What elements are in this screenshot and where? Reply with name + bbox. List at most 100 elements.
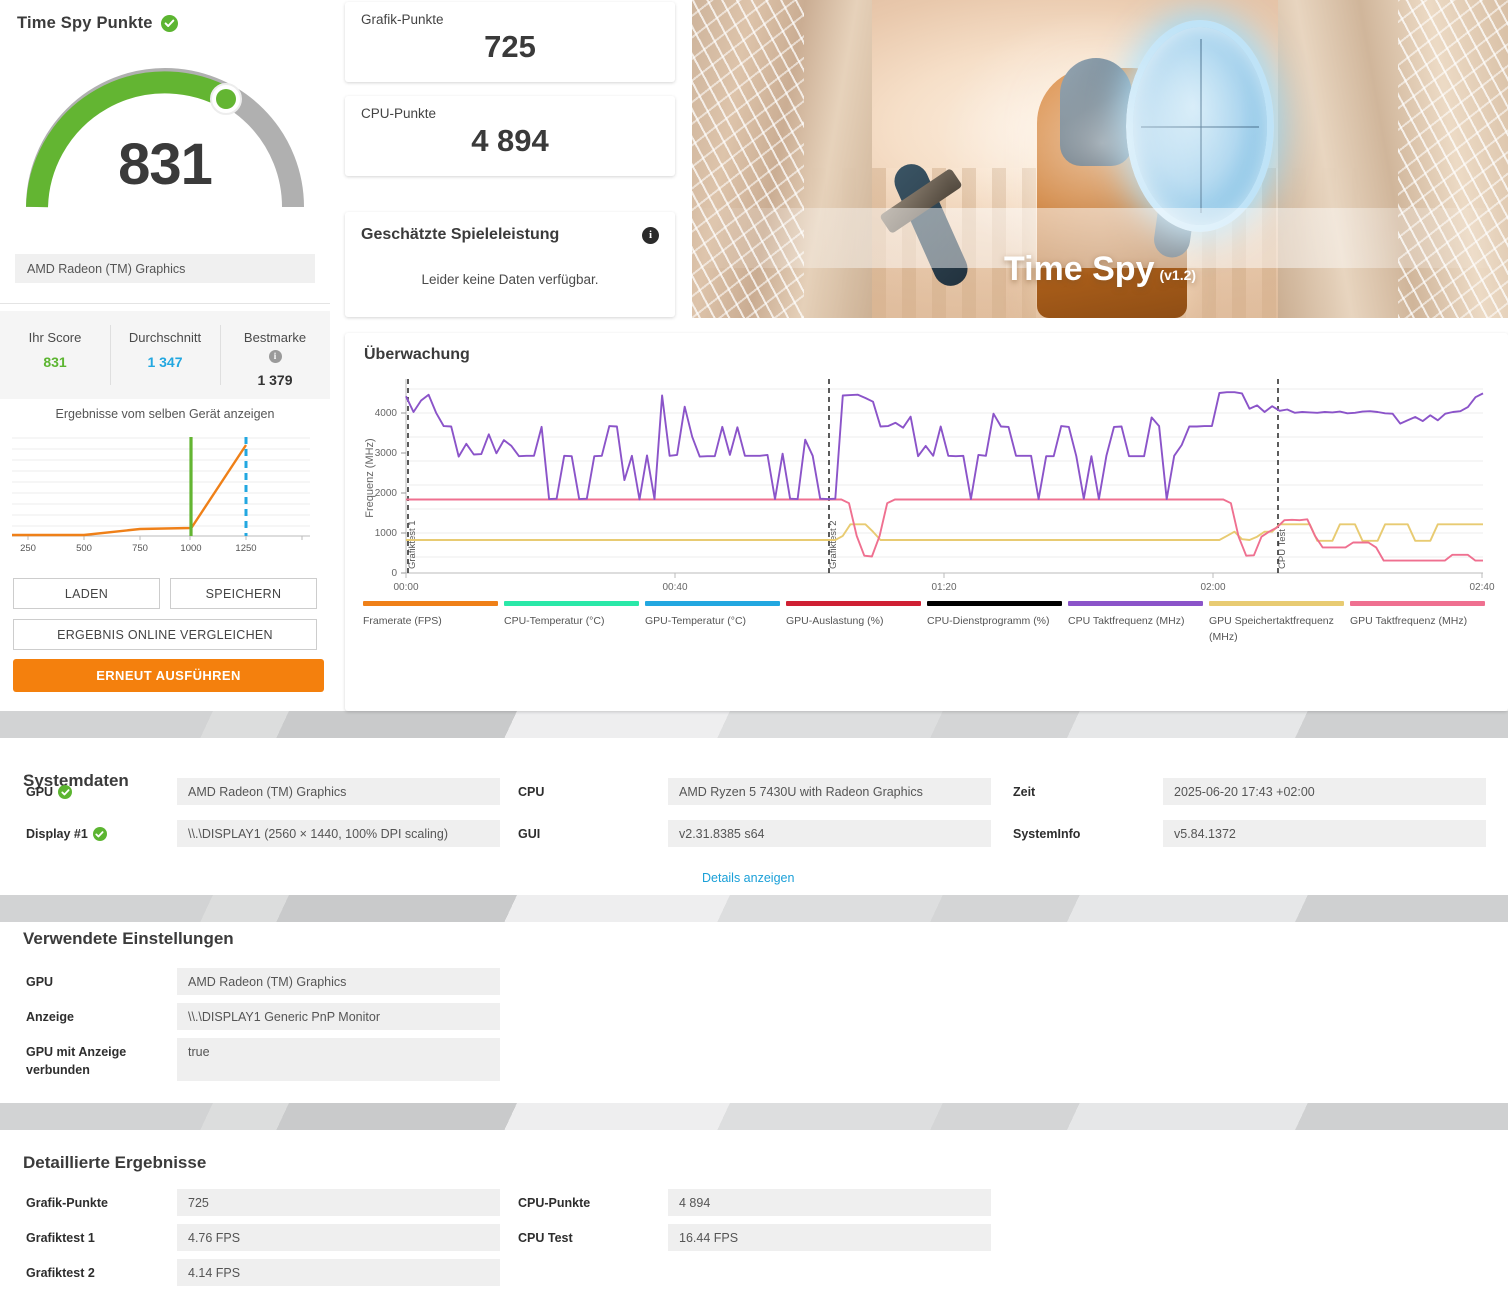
svg-text:01:20: 01:20 (931, 582, 956, 593)
distribution-chart: 250 500 750 1000 1250 (12, 437, 310, 554)
stat-average: Durchschnitt 1 347 (110, 311, 220, 399)
series-gpu-speichertaktfrequenz-mhz (406, 523, 1483, 542)
load-save-row: LADEN SPEICHERN (13, 578, 317, 609)
systemdaten-row-gpu-key: GPU (26, 785, 73, 799)
score-gauge: 831 (15, 47, 315, 217)
stat-value: 831 (43, 354, 67, 371)
ergebnisse-value-grafiktest-2: 4.14 FPS (177, 1259, 500, 1286)
svg-text:CPU Test: CPU Test (1277, 529, 1288, 569)
page-title: Time Spy Punkte (17, 14, 153, 32)
legend-swatch (786, 601, 921, 606)
score-comparison-row: Ihr Score 831 Durchschnitt 1 347 Bestmar… (0, 311, 330, 399)
score-value: 831 (118, 132, 213, 197)
systemdaten-row-systeminfo-key: SystemInfo (1013, 827, 1081, 841)
legend-item: CPU-Temperatur (°C) (504, 601, 645, 646)
legend-label: CPU-Temperatur (°C) (504, 615, 605, 627)
benchmark-hero-image: Time Spy (v1.2) (692, 0, 1508, 318)
section-title: Verwendete Einstellungen (23, 929, 234, 948)
legend-swatch (363, 601, 498, 606)
systemdaten-value-gpu: AMD Radeon (TM) Graphics (177, 778, 500, 805)
monitoring-chart: 4000 3000 2000 1000 0 Frequenz (MHz) 00:… (364, 379, 1495, 593)
svg-text:00:00: 00:00 (393, 582, 418, 593)
legend-label: GPU Speichertaktfrequenz (MHz) (1209, 615, 1334, 644)
legend-item: CPU Taktfrequenz (MHz) (1068, 601, 1209, 646)
ergebnisse-value-cpu-test: 16.44 FPS (668, 1224, 991, 1251)
load-button[interactable]: LADEN (13, 578, 160, 609)
save-button[interactable]: SPEICHERN (170, 578, 317, 609)
svg-text:02:00: 02:00 (1200, 582, 1225, 593)
card-label: Grafik-Punkte (361, 12, 444, 27)
info-icon[interactable]: i (642, 226, 659, 244)
score-panel: Time Spy Punkte 831 AMD Radeon (TM) Grap… (0, 0, 330, 711)
hero-version: (v1.2) (1159, 267, 1197, 283)
ergebnisse-key-grafiktest-2: Grafiktest 2 (26, 1266, 95, 1280)
hero-title-text: Time Spy (1003, 250, 1155, 288)
same-device-label: Ergebnisse vom selben Gerät anzeigen (55, 407, 275, 421)
check-circle-icon (160, 15, 178, 32)
systemdaten-value-cpu: AMD Ryzen 5 7430U with Radeon Graphics (668, 778, 991, 805)
einstellungen-value-gpu-connected: true (177, 1038, 500, 1081)
svg-text:250: 250 (20, 543, 36, 554)
systemdaten-section: Systemdaten GPU AMD Radeon (TM) Graphics… (0, 738, 1508, 895)
compare-online-button[interactable]: ERGEBNIS ONLINE VERGLEICHEN (13, 619, 317, 650)
legend-swatch (645, 601, 780, 606)
ergebnisse-key-grafik-punkte: Grafik-Punkte (26, 1196, 108, 1210)
legend-item: GPU-Auslastung (%) (786, 601, 927, 646)
field-label: Display #1 (26, 827, 88, 841)
legend-swatch (1350, 601, 1485, 606)
score-header: Time Spy Punkte (0, 0, 330, 33)
legend-item: GPU Speichertaktfrequenz (MHz) (1209, 601, 1350, 646)
monitoring-panel: Überwachung (345, 333, 1508, 711)
card-value: 725 (484, 29, 536, 64)
svg-text:00:40: 00:40 (662, 582, 687, 593)
systemdaten-row-cpu-key: CPU (518, 785, 545, 799)
legend-label: Framerate (FPS) (363, 615, 442, 627)
stat-label: Bestmarke (243, 330, 307, 345)
ergebnisse-key-cpu-punkte: CPU-Punkte (518, 1196, 591, 1210)
field-label: GPU (26, 785, 54, 799)
ergebnisse-key-grafiktest-1: Grafiktest 1 (26, 1231, 95, 1245)
legend-swatch (927, 601, 1062, 606)
systemdaten-row-zeit-key: Zeit (1013, 785, 1036, 799)
systemdaten-value-zeit: 2025-06-20 17:43 +02:00 (1163, 778, 1486, 805)
card-value: 4 894 (471, 123, 549, 158)
svg-text:0: 0 (391, 568, 397, 579)
show-details-link[interactable]: Details anzeigen (702, 871, 795, 885)
svg-text:500: 500 (76, 543, 92, 554)
check-circle-icon (92, 827, 107, 841)
legend-label: GPU-Auslastung (%) (786, 615, 884, 627)
svg-text:Grafiktest 2: Grafiktest 2 (828, 520, 839, 569)
legend-item: CPU-Dienstprogramm (%) (927, 601, 1068, 646)
systemdaten-row-gui-key: GUI (518, 827, 541, 841)
svg-text:Grafiktest 1: Grafiktest 1 (407, 520, 418, 569)
systemdaten-value-gui: v2.31.8385 s64 (668, 820, 991, 847)
rerun-button[interactable]: ERNEUT AUSFÜHREN (13, 659, 324, 692)
svg-text:1000: 1000 (180, 543, 201, 554)
ergebnisse-key-cpu-test: CPU Test (518, 1231, 573, 1245)
legend-item: GPU-Temperatur (°C) (645, 601, 786, 646)
section-title: Detaillierte Ergebnisse (23, 1153, 207, 1172)
card-header: Geschätzte Spieleleistung i (345, 212, 675, 244)
card-label: CPU-Punkte (361, 106, 437, 121)
background-band-mid (0, 895, 1508, 922)
card-title: Geschätzte Spieleleistung (361, 226, 560, 243)
background-band-bottom (0, 1103, 1508, 1130)
ergebnisse-value-grafiktest-1: 4.76 FPS (177, 1224, 500, 1251)
estimated-game-performance-card: Geschätzte Spieleleistung i Leider keine… (345, 212, 675, 317)
stat-label: Ihr Score (28, 330, 82, 345)
legend-label: CPU-Dienstprogramm (%) (927, 615, 1050, 627)
legend-swatch (504, 601, 639, 606)
legend-swatch (1209, 601, 1344, 606)
legend-label: GPU-Temperatur (°C) (645, 615, 747, 627)
stat-your-score: Ihr Score 831 (0, 311, 110, 399)
gpu-name-field: AMD Radeon (TM) Graphics (15, 254, 315, 283)
systemdaten-value-systeminfo: v5.84.1372 (1163, 820, 1486, 847)
gauge-arc (26, 68, 304, 208)
info-icon[interactable]: i (268, 349, 282, 363)
einstellungen-key-anzeige: Anzeige (26, 1010, 74, 1024)
svg-text:1000: 1000 (375, 528, 398, 539)
svg-text:3000: 3000 (375, 448, 398, 459)
einstellungen-section: Verwendete Einstellungen GPU AMD Radeon … (0, 922, 1508, 1103)
stat-best-score: Bestmarke i 1 379 (220, 311, 330, 399)
